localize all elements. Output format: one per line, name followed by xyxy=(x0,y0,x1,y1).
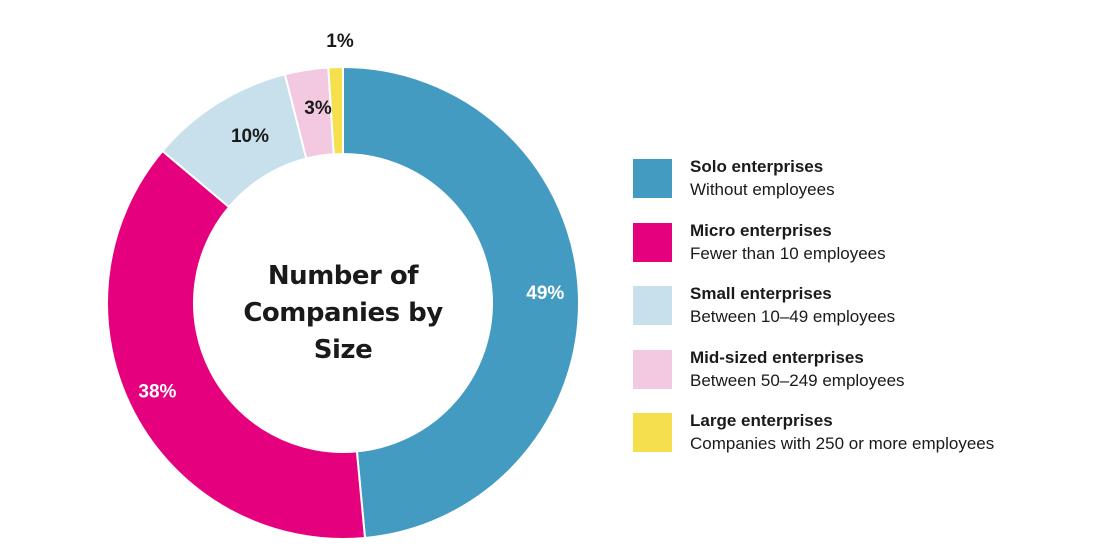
legend-item-mid-sized: Mid-sized enterprises Between 50–249 emp… xyxy=(633,348,1073,412)
legend-item-solo: Solo enterprises Without employees xyxy=(633,157,1073,221)
legend-name: Mid-sized enterprises xyxy=(690,347,864,367)
legend-swatch xyxy=(633,349,672,389)
legend-description: Without employees xyxy=(690,180,835,199)
legend-description: Between 10–49 employees xyxy=(690,307,896,326)
legend-swatch xyxy=(633,413,672,452)
legend-swatch xyxy=(633,286,672,325)
legend-swatch xyxy=(633,222,672,262)
legend-name: Micro enterprises xyxy=(690,220,832,240)
legend-name: Small enterprises xyxy=(690,284,832,303)
slice-solo xyxy=(342,65,580,540)
legend-description: Fewer than 10 employees xyxy=(690,243,886,263)
slice-label-mid-sized: 3% xyxy=(304,98,332,119)
chart-title: Number of Companies by Size xyxy=(223,258,463,369)
chart-title-line-1: Number of xyxy=(267,261,419,291)
slice-large xyxy=(327,65,344,156)
legend-item-micro: Micro enterprises Fewer than 10 employee… xyxy=(633,221,1073,285)
donut-slices xyxy=(106,65,580,540)
legend-swatch xyxy=(633,159,672,198)
chart-legend: Solo enterprises Without employees Micro… xyxy=(633,157,1073,475)
slice-label-micro: 38% xyxy=(138,381,176,402)
chart-title-line-3: Size xyxy=(313,335,373,365)
legend-item-large: Large enterprises Companies with 250 or … xyxy=(633,411,1073,475)
slice-micro xyxy=(106,149,367,540)
legend-description: Between 50–249 employees xyxy=(690,370,905,390)
slice-label-large: 1% xyxy=(326,31,354,52)
slice-labels: 49% 38% 10% 3% 1% xyxy=(138,31,564,402)
chart-title-line-2: Companies by xyxy=(243,298,443,328)
slice-label-small: 10% xyxy=(231,126,269,147)
legend-item-small: Small enterprises Between 10–49 employee… xyxy=(633,284,1073,348)
legend-name: Solo enterprises xyxy=(690,157,824,176)
legend-description: Companies with 250 or more employees xyxy=(690,434,995,453)
slice-label-solo: 49% xyxy=(526,283,564,304)
legend-name: Large enterprises xyxy=(690,411,833,430)
